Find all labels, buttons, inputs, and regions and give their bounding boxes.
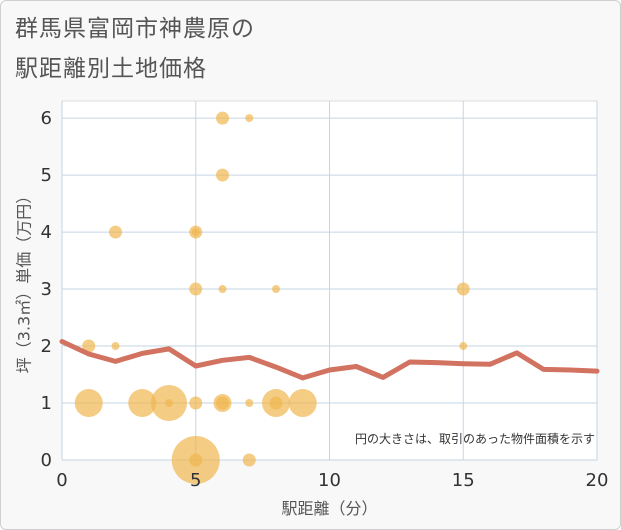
x-tick-label: 15 [452,470,475,491]
y-tick-label: 5 [41,165,52,186]
scatter-point [242,453,256,467]
y-tick-label: 2 [41,336,52,357]
scatter-point [189,282,203,296]
scatter-point [216,168,229,182]
scatter-point [216,111,229,125]
scatter-point [82,339,96,353]
scatter-point [216,396,229,410]
scatter-point [111,342,120,351]
scatter-point [165,399,173,408]
x-tick-label: 0 [56,470,67,491]
scatter-point [218,285,227,294]
average-price-line [59,339,600,381]
x-tick-label: 5 [190,470,201,491]
scatter-point [459,342,468,351]
scatter-point [189,453,203,467]
y-tick-label: 1 [41,393,52,414]
scatter-point [74,389,103,418]
scatter-point [245,399,254,408]
chart-title-line2: 駅距離別土地価格 [15,56,207,82]
y-axis-label: 坪（3.3㎡）単価（万円） [15,188,34,373]
average-line-layer [59,339,600,381]
scatter-point [272,285,280,294]
x-axis-label: 駅距離（分） [281,499,377,518]
scatter-point [109,225,122,239]
scatter-point [189,396,203,410]
tick-labels: 0 5 10 15 20 0 1 2 3 4 5 6 [41,108,609,491]
bubbles [74,111,470,484]
y-tick-label: 4 [41,222,52,243]
scatter-point [269,396,283,410]
scatter-point [191,228,200,237]
x-tick-label: 20 [586,470,609,491]
scatter-point [456,282,470,296]
x-tick-label: 10 [318,470,341,491]
scatter-point [245,114,254,123]
size-note: 円の大きさは、取引のあった物件面積を示す [355,431,595,446]
y-tick-label: 3 [41,279,52,300]
y-tick-label: 0 [41,450,52,471]
chart-title-line1: 群馬県富岡市神農原の [15,16,255,42]
scatter-point [288,389,317,418]
y-tick-label: 6 [41,108,52,129]
scatter-point [128,389,157,418]
